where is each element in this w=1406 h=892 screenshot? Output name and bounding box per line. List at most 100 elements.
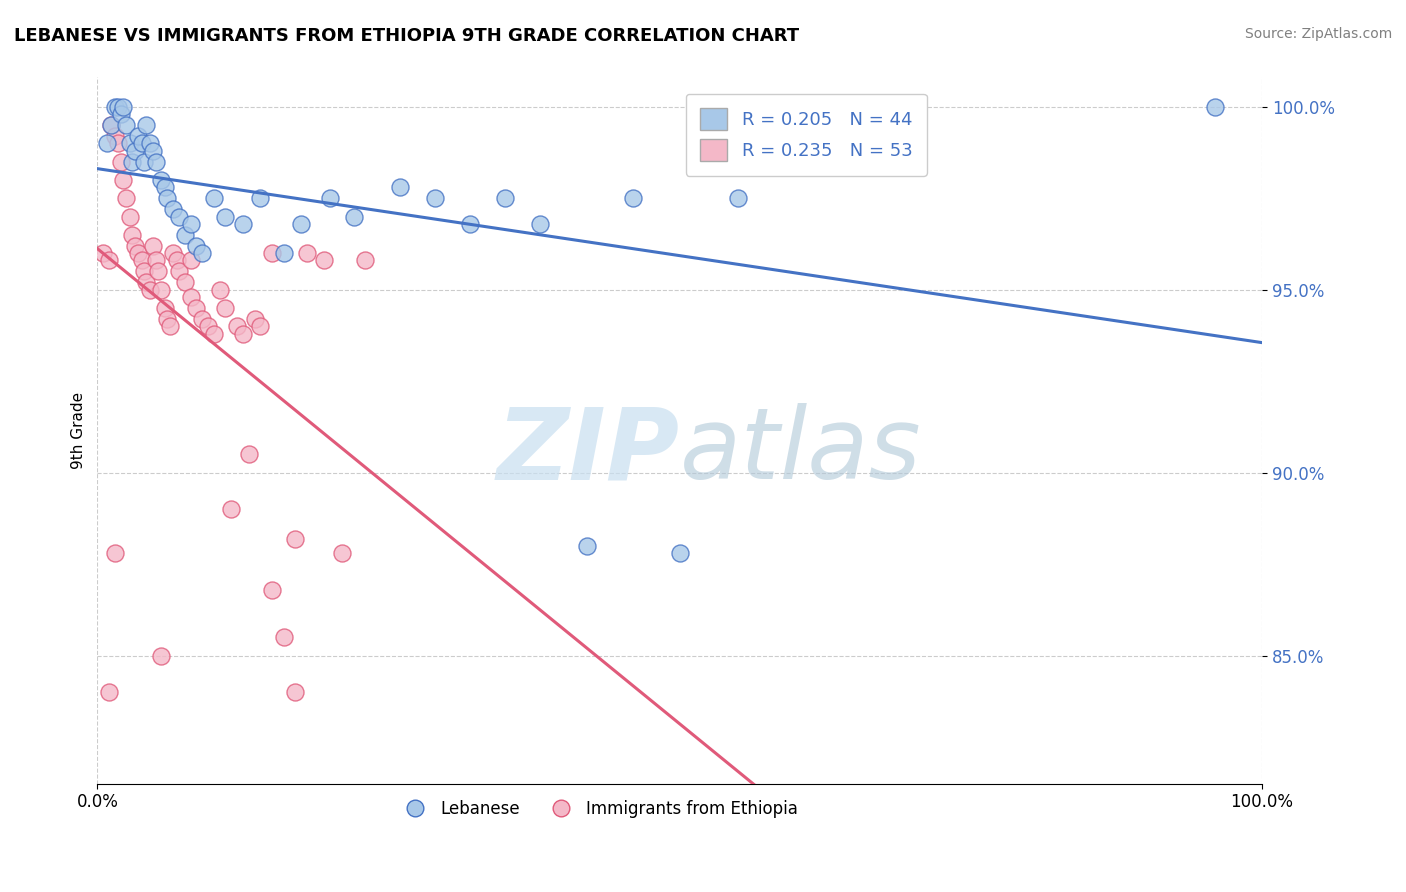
Point (260, 246, 283, 260)
Point (127, 128, 149, 143)
Point (243, 312, 266, 326)
Point (110, 154, 132, 169)
Point (111, 173, 134, 187)
Point (153, 180, 176, 194)
Point (260, 582, 283, 597)
Point (104, 546, 127, 560)
Point (107, 136, 129, 151)
Point (118, 210, 141, 224)
Point (96, 136, 118, 151)
Point (142, 144, 165, 158)
Point (104, 100, 127, 114)
Point (238, 447, 260, 461)
Point (132, 154, 155, 169)
Point (124, 144, 146, 158)
Point (167, 264, 190, 278)
Y-axis label: 9th Grade: 9th Grade (72, 392, 86, 469)
Point (107, 100, 129, 114)
Point (127, 246, 149, 260)
Point (150, 173, 173, 187)
Point (273, 631, 295, 645)
Point (621, 191, 644, 205)
Point (110, 107, 132, 121)
Text: LEBANESE VS IMMIGRANTS FROM ETHIOPIA 9TH GRADE CORRELATION CHART: LEBANESE VS IMMIGRANTS FROM ETHIOPIA 9TH… (14, 27, 799, 45)
Point (100, 118, 122, 132)
Point (166, 253, 188, 268)
Point (118, 136, 141, 151)
Text: Source: ZipAtlas.com: Source: ZipAtlas.com (1244, 27, 1392, 41)
Point (159, 319, 181, 334)
Point (208, 283, 231, 297)
Point (727, 191, 749, 205)
Point (458, 217, 481, 231)
Point (186, 239, 208, 253)
Point (221, 502, 243, 516)
Point (180, 290, 202, 304)
Point (98, 253, 121, 268)
Point (150, 648, 173, 663)
Point (529, 217, 551, 231)
Point (167, 210, 190, 224)
Point (100, 118, 122, 132)
Legend: Lebanese, Immigrants from Ethiopia: Lebanese, Immigrants from Ethiopia (392, 794, 804, 825)
Point (131, 136, 153, 151)
Point (111, 100, 134, 114)
Point (214, 301, 236, 315)
Point (202, 326, 225, 341)
Point (124, 239, 146, 253)
Point (150, 283, 173, 297)
Point (494, 191, 516, 205)
Point (342, 210, 364, 224)
Point (180, 217, 202, 231)
Point (162, 246, 184, 260)
Point (162, 202, 184, 217)
Point (115, 191, 138, 205)
Point (354, 253, 377, 268)
Point (232, 217, 254, 231)
Text: ZIP: ZIP (496, 403, 679, 500)
Point (156, 191, 179, 205)
Point (191, 246, 214, 260)
Point (284, 532, 307, 546)
Point (132, 264, 155, 278)
Point (121, 154, 143, 169)
Point (214, 210, 236, 224)
Point (173, 276, 195, 290)
Point (180, 253, 202, 268)
Point (232, 326, 254, 341)
Point (249, 319, 271, 334)
Point (1204, 100, 1226, 114)
Point (135, 276, 157, 290)
Point (104, 128, 127, 143)
Point (145, 154, 167, 169)
Point (156, 312, 179, 326)
Point (131, 253, 153, 268)
Point (139, 136, 162, 151)
Point (389, 180, 412, 194)
Point (121, 227, 143, 242)
Text: atlas: atlas (679, 403, 921, 500)
Point (284, 685, 307, 699)
Point (314, 253, 336, 268)
Point (295, 246, 318, 260)
Point (197, 319, 219, 334)
Point (142, 239, 165, 253)
Point (145, 253, 167, 268)
Point (146, 264, 169, 278)
Point (173, 227, 195, 242)
Point (91, 246, 114, 260)
Point (135, 118, 157, 132)
Point (273, 246, 295, 260)
Point (98, 685, 121, 699)
Point (249, 191, 271, 205)
Point (423, 191, 446, 205)
Point (191, 312, 214, 326)
Point (153, 301, 176, 315)
Point (668, 546, 690, 560)
Point (186, 301, 208, 315)
Point (330, 546, 353, 560)
Point (290, 217, 312, 231)
Point (139, 283, 162, 297)
Point (226, 319, 249, 334)
Point (115, 118, 138, 132)
